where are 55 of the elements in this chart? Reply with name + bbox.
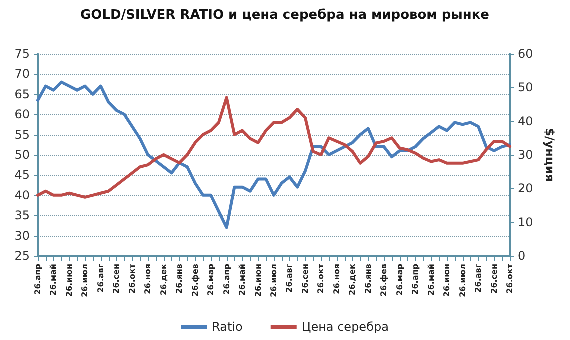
y-tick-label: 70	[14, 67, 30, 82]
x-tick-label: 26.июл	[458, 264, 468, 298]
x-tick-label: 26.сен	[490, 264, 499, 294]
y-tick-label: 65	[14, 87, 30, 102]
x-tick-label: 26.июн	[442, 264, 452, 298]
x-tick-label: 26.июл	[270, 264, 278, 298]
x-tick-label: 26.мар	[395, 264, 404, 296]
x-tick-label: 26.май	[426, 264, 436, 296]
line-series	[36, 96, 512, 199]
x-tick-label: 26.апр	[222, 264, 232, 295]
legend-label: Цена серебра	[302, 320, 389, 334]
x-tick-label: 26.май	[49, 264, 58, 296]
y2-tick-label: 30	[518, 148, 534, 162]
x-tick-label: 26.июн	[64, 264, 74, 298]
legend-label: Ratio	[212, 320, 243, 334]
y-tick-label: 40	[14, 188, 30, 202]
y2-tick-label: 60	[518, 47, 534, 61]
x-tick-label: 26.авг	[285, 264, 294, 293]
x-tick-label: 26.июн	[254, 264, 263, 298]
y-tick-label: 55	[14, 128, 30, 142]
y-tick-label: 35	[14, 208, 30, 223]
y2-tick-label: 10	[518, 215, 534, 230]
y-tick-label: 45	[14, 168, 30, 182]
x-tick-label: 26.авг	[474, 264, 484, 293]
x-tick-label: 26.сен	[112, 264, 122, 294]
x-tick-label: 26.фев	[190, 264, 200, 297]
chart-title: GOLD/SILVER RATIO и цена серебра на мировом рынке	[80, 8, 490, 23]
x-tick-label: 26.авг	[96, 264, 106, 293]
y-tick-label: 75	[14, 47, 30, 61]
x-tick-label: 26.янв	[364, 264, 373, 294]
y-tick-label: 25	[14, 249, 30, 263]
x-tick-label: 26.апр	[411, 264, 420, 295]
x-tick-label: 26.окт	[128, 264, 137, 294]
x-tick-label: 26.дек	[159, 263, 168, 296]
x-tick-label: 26.янв	[175, 264, 184, 294]
y2-tick-label: 50	[518, 80, 534, 95]
x-tick-label: 26.апр	[34, 264, 42, 295]
x-tick-label: 26.мар	[206, 264, 216, 296]
x-tick-label: 26.окт	[506, 264, 514, 294]
line-series	[36, 80, 512, 230]
y2-tick-label: 20	[518, 182, 534, 196]
y-tick-label: 30	[14, 228, 30, 243]
x-tick-label: 26.ноя	[332, 264, 342, 294]
x-tick-label: 26.дек	[348, 263, 358, 296]
y-tick-label: 50	[14, 148, 30, 162]
y2-tick-label: 0	[518, 249, 526, 263]
x-tick-label: 26.июл	[80, 264, 90, 298]
x-tick-label: 26.окт	[316, 264, 326, 294]
x-tick-label: 26.фев	[380, 264, 389, 297]
x-tick-label: 26.ноя	[144, 264, 153, 294]
y2-axis-title: $/унция	[543, 128, 558, 182]
y-tick-label: 60	[14, 108, 30, 122]
x-tick-label: 26.май	[238, 264, 248, 296]
x-tick-label: 26.сен	[300, 264, 310, 294]
y2-tick-label: 40	[518, 114, 534, 128]
